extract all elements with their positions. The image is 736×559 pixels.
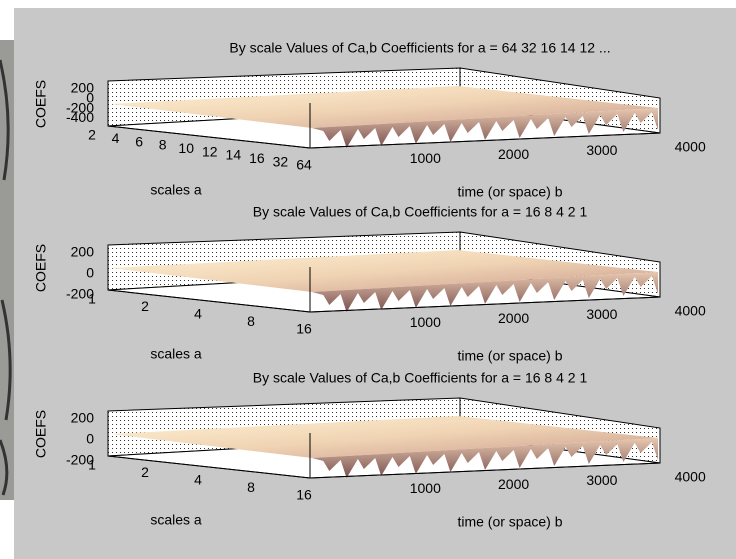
scale-tick-label: 10 (178, 140, 194, 156)
surface (110, 250, 658, 292)
time-axis-label: time (or space) b (457, 514, 562, 530)
scale-tick-label: 2 (141, 464, 149, 480)
surface-edge (312, 272, 658, 312)
time-tick-label: 2000 (498, 146, 529, 162)
scale-tick-label: 16 (249, 150, 265, 166)
z-tick-label: 200 (71, 410, 95, 426)
z-axis-label: COEFS (33, 244, 49, 292)
scale-axis-label: scales a (150, 182, 202, 198)
plot-panel: By scale Values of Ca,b Coefficients for… (33, 204, 706, 364)
z-tick-label: -200 (66, 286, 94, 302)
time-tick-label: 4000 (675, 468, 706, 484)
surface (110, 86, 658, 128)
scale-tick-label: 4 (194, 472, 202, 488)
scale-tick-label: 8 (247, 479, 255, 495)
z-tick-label: 0 (86, 265, 94, 281)
scale-axis-label: scales a (150, 346, 202, 362)
scale-tick-label: 4 (194, 306, 202, 322)
panel-title: By scale Values of Ca,b Coefficients for… (229, 40, 610, 56)
scale-tick-label: 1 (88, 291, 96, 307)
panel-title: By scale Values of Ca,b Coefficients for… (253, 204, 588, 220)
time-tick-label: 2000 (498, 310, 529, 326)
photo-edge (0, 40, 18, 500)
scale-tick-label: 16 (296, 321, 312, 337)
z-tick-label: -200 (66, 99, 94, 115)
time-tick-label: 1000 (410, 480, 441, 496)
scale-tick-label: 32 (273, 153, 289, 169)
z-tick-label: -200 (66, 452, 94, 468)
scale-tick-label: 64 (296, 157, 312, 173)
scale-tick-label: 8 (159, 137, 167, 153)
time-tick-label: 3000 (586, 142, 617, 158)
time-tick-label: 2000 (498, 476, 529, 492)
scale-tick-label: 1 (88, 457, 96, 473)
photo-edge-detail (0, 59, 12, 496)
surface-edge (312, 438, 658, 478)
scale-tick-label: 4 (112, 130, 120, 146)
z-tick-label: -400 (66, 109, 94, 125)
plots: By scale Values of Ca,b Coefficients for… (33, 40, 706, 530)
scale-tick-label: 14 (226, 147, 242, 163)
z-axis-label: COEFS (33, 80, 49, 128)
time-axis-label: time (or space) b (457, 348, 562, 364)
scale-tick-label: 16 (296, 487, 312, 503)
scale-axis-label: scales a (150, 512, 202, 528)
time-tick-label: 4000 (675, 138, 706, 154)
scale-tick-label: 2 (88, 127, 96, 143)
time-axis-label: time (or space) b (457, 184, 562, 200)
plot-panel: By scale Values of Ca,b Coefficients for… (33, 40, 706, 200)
panel-title: By scale Values of Ca,b Coefficients for… (253, 370, 588, 386)
scale-tick-label: 6 (135, 133, 143, 149)
time-tick-label: 4000 (675, 302, 706, 318)
time-tick-label: 1000 (410, 314, 441, 330)
time-tick-label: 3000 (586, 306, 617, 322)
time-tick-label: 3000 (586, 472, 617, 488)
z-tick-label: 200 (71, 244, 95, 260)
z-tick-label: 0 (86, 90, 94, 106)
scale-tick-label: 2 (141, 298, 149, 314)
z-tick-label: 200 (71, 80, 95, 96)
scale-tick-label: 8 (247, 313, 255, 329)
time-tick-label: 1000 (410, 150, 441, 166)
scale-tick-label: 12 (202, 143, 218, 159)
surface-edge (312, 108, 658, 148)
surface (110, 416, 658, 458)
z-tick-label: 0 (86, 431, 94, 447)
plot-panel: By scale Values of Ca,b Coefficients for… (33, 370, 706, 530)
z-axis-label: COEFS (33, 410, 49, 458)
